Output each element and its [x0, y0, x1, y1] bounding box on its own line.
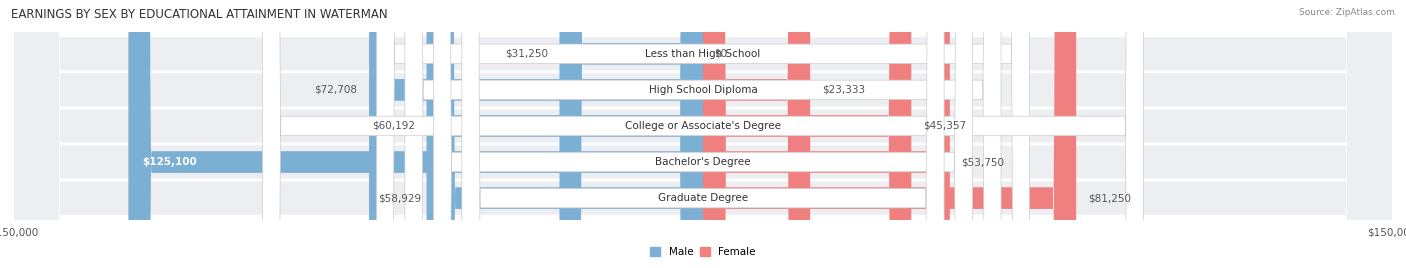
FancyBboxPatch shape	[14, 0, 1392, 268]
Text: $72,708: $72,708	[315, 85, 357, 95]
FancyBboxPatch shape	[432, 0, 703, 268]
Text: College or Associate's Degree: College or Associate's Degree	[626, 121, 780, 131]
Text: $60,192: $60,192	[373, 121, 415, 131]
Text: $125,100: $125,100	[142, 157, 197, 167]
Text: $31,250: $31,250	[505, 49, 548, 59]
Text: Graduate Degree: Graduate Degree	[658, 193, 748, 203]
Text: Less than High School: Less than High School	[645, 49, 761, 59]
FancyBboxPatch shape	[405, 0, 1001, 268]
FancyBboxPatch shape	[703, 0, 950, 268]
Text: $45,357: $45,357	[922, 121, 966, 131]
FancyBboxPatch shape	[14, 0, 1392, 268]
FancyBboxPatch shape	[560, 0, 703, 268]
FancyBboxPatch shape	[368, 0, 703, 268]
Text: $58,929: $58,929	[378, 193, 420, 203]
FancyBboxPatch shape	[263, 0, 1143, 268]
FancyBboxPatch shape	[433, 0, 973, 268]
Text: Source: ZipAtlas.com: Source: ZipAtlas.com	[1299, 8, 1395, 17]
FancyBboxPatch shape	[128, 0, 703, 268]
FancyBboxPatch shape	[703, 0, 1076, 268]
Text: High School Diploma: High School Diploma	[648, 85, 758, 95]
Text: $81,250: $81,250	[1088, 193, 1130, 203]
Text: $23,333: $23,333	[821, 85, 865, 95]
FancyBboxPatch shape	[14, 0, 1392, 268]
Text: $53,750: $53,750	[962, 157, 1004, 167]
FancyBboxPatch shape	[377, 0, 1029, 268]
Legend: Male, Female: Male, Female	[645, 243, 761, 262]
Text: Bachelor's Degree: Bachelor's Degree	[655, 157, 751, 167]
Text: EARNINGS BY SEX BY EDUCATIONAL ATTAINMENT IN WATERMAN: EARNINGS BY SEX BY EDUCATIONAL ATTAINMEN…	[11, 8, 388, 21]
FancyBboxPatch shape	[426, 0, 703, 268]
FancyBboxPatch shape	[14, 0, 1392, 268]
FancyBboxPatch shape	[703, 0, 810, 268]
FancyBboxPatch shape	[703, 0, 911, 268]
Text: $0: $0	[714, 49, 728, 59]
FancyBboxPatch shape	[14, 0, 1392, 268]
FancyBboxPatch shape	[461, 0, 945, 268]
